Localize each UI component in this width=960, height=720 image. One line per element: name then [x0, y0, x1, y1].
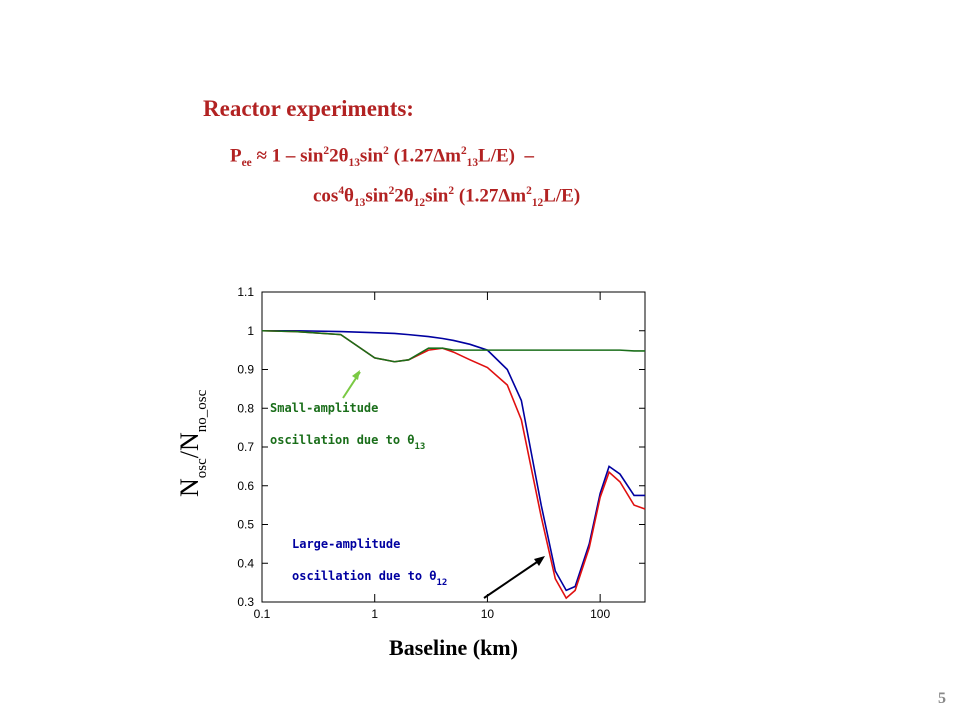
x-tick-label: 100 — [590, 607, 610, 621]
formula-piece: L/E) — [543, 185, 581, 207]
data-line — [261, 329, 646, 600]
data-line — [261, 329, 645, 363]
x-axis-label: Baseline (km) — [389, 635, 518, 660]
label-piece: oscillation due to θ — [270, 433, 415, 447]
label-piece: oscillation due to θ — [292, 569, 437, 583]
formula-piece: sin — [365, 185, 389, 207]
label-piece: Large-amplitude — [292, 537, 400, 551]
formula-piece: sin — [359, 145, 384, 167]
formula-piece: 2θ — [394, 185, 414, 207]
formula-piece: sin — [425, 185, 449, 207]
label-piece: osc — [194, 458, 210, 478]
arrow — [483, 559, 541, 599]
formula-piece: 12 — [531, 197, 544, 210]
formula-piece: L/E) – — [478, 145, 534, 167]
annotation: Small-amplitude — [270, 401, 378, 415]
formula-piece: 2 — [460, 145, 467, 157]
formula-piece: ≈ 1 – sin — [251, 145, 324, 167]
formula-piece: 2 — [323, 145, 330, 157]
annotation: oscillation due to θ12 — [292, 569, 447, 588]
label-piece: 13 — [415, 442, 426, 452]
formula-line: Pee ≈ 1 – sin22θ13sin2 (1.27Δm213L/E) – — [230, 145, 534, 169]
formula-piece: (1.27Δm — [454, 185, 527, 207]
y-tick-label: 0.4 — [237, 556, 254, 570]
y-tick-label: 0.5 — [237, 518, 254, 532]
plot-frame — [261, 291, 646, 603]
formula-line: cos4θ13sin22θ12sin2 (1.27Δm212L/E) — [313, 185, 580, 209]
formula-piece: ee — [241, 157, 252, 170]
x-tick-label: 10 — [481, 607, 495, 621]
formula-piece: 2 — [388, 185, 395, 197]
formula-piece: 2 — [383, 145, 389, 157]
formula-piece: cos — [313, 185, 339, 207]
y-tick-label: 0.9 — [237, 363, 254, 377]
label-piece: 12 — [437, 578, 448, 588]
x-tick-label: 0.1 — [254, 607, 271, 621]
arrowhead — [352, 370, 360, 380]
formula-piece: 13 — [466, 157, 479, 170]
formula-piece: 12 — [413, 197, 426, 210]
formula-piece: P — [230, 145, 242, 167]
annotation: oscillation due to θ13 — [270, 433, 425, 452]
label-piece: Small-amplitude — [270, 401, 378, 415]
x-tick-label: 1 — [371, 607, 378, 621]
formula-piece: (1.27Δm — [388, 145, 461, 167]
arrowhead — [534, 556, 545, 566]
annotation: Large-amplitude — [292, 537, 400, 551]
formula-piece: 2θ — [329, 145, 349, 167]
formula-piece: 13 — [353, 197, 366, 210]
formula-piece: θ — [344, 185, 354, 207]
label-piece: /N — [175, 432, 204, 458]
heading: Reactor experiments: — [203, 96, 414, 121]
y-tick-label: 1 — [247, 324, 254, 338]
formula-piece: 2 — [448, 185, 455, 197]
formula-piece: 4 — [338, 185, 345, 197]
label-piece: N — [175, 478, 204, 497]
formula-piece: 13 — [348, 157, 360, 170]
data-line — [262, 329, 645, 592]
y-axis-label: Nosc/Nno_osc — [175, 389, 210, 497]
label-piece: no_osc — [194, 389, 210, 432]
formula-piece: 2 — [526, 185, 532, 197]
page-number: 5 — [938, 690, 946, 707]
y-tick-label: 0.7 — [237, 440, 254, 454]
y-tick-label: 1.1 — [237, 285, 254, 299]
y-tick-label: 0.3 — [237, 595, 254, 609]
y-tick-label: 0.6 — [237, 479, 254, 493]
y-tick-label: 0.8 — [237, 401, 254, 415]
